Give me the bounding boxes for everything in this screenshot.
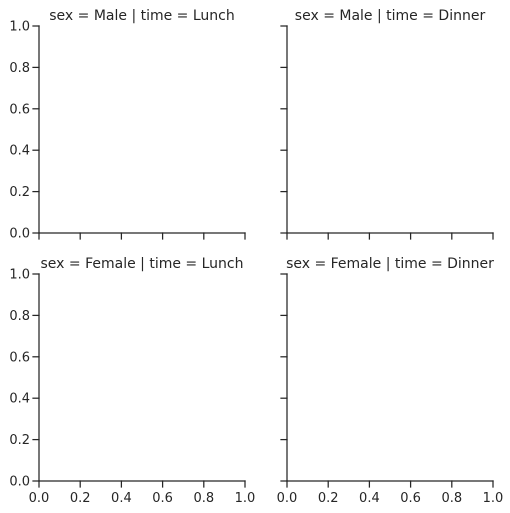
facet-title: sex = Female | time = Lunch [41, 256, 244, 272]
x-tick-label: 0.2 [318, 491, 339, 506]
facet-title: sex = Female | time = Dinner [286, 256, 494, 272]
x-tick-label: 0.8 [193, 491, 214, 506]
x-tick-label: 0.4 [359, 491, 380, 506]
y-tick-label: 0.4 [9, 144, 30, 159]
x-tick-label: 1.0 [235, 491, 256, 506]
y-tick-label: 1.0 [9, 20, 30, 35]
x-tick-label: 0.6 [152, 491, 173, 506]
y-tick-label: 0.6 [9, 102, 30, 117]
y-tick-label: 0.2 [9, 185, 30, 200]
x-tick-label: 1.0 [483, 491, 504, 506]
x-tick-label: 0.0 [277, 491, 298, 506]
y-tick-label: 0.2 [9, 433, 30, 448]
x-tick-label: 0.4 [111, 491, 132, 506]
y-tick-label: 0.0 [9, 475, 30, 490]
y-tick-label: 0.8 [9, 309, 30, 324]
x-tick-label: 0.2 [70, 491, 91, 506]
x-tick-label: 0.0 [29, 491, 50, 506]
facet-panel: sex = Female | time = Dinner 0.0 0.2 0.4 0.6… [277, 256, 504, 506]
y-tick-label: 0.0 [9, 227, 30, 242]
facet-panel: sex = Male | time = Lunch 0.0 0.2 0.4 0.6 0.8… [9, 8, 246, 242]
y-tick-label: 0.6 [9, 350, 30, 365]
y-tick-label: 0.4 [9, 392, 30, 407]
x-tick-label: 0.8 [441, 491, 462, 506]
facet-title: sex = Male | time = Lunch [49, 8, 235, 24]
facets-layer: sex = Male | time = Lunch 0.0 0.2 0.4 0.6 0.8… [9, 8, 503, 506]
y-tick-label: 1.0 [9, 268, 30, 283]
x-tick-label: 0.6 [400, 491, 421, 506]
y-tick-label: 0.8 [9, 61, 30, 76]
facet-panel: sex = Female | time = Lunch 0.0 0.2 0.4 0.6 0… [9, 256, 255, 506]
facet-panel: sex = Male | time = Dinner [280, 8, 494, 240]
facet-title: sex = Male | time = Dinner [295, 8, 486, 24]
